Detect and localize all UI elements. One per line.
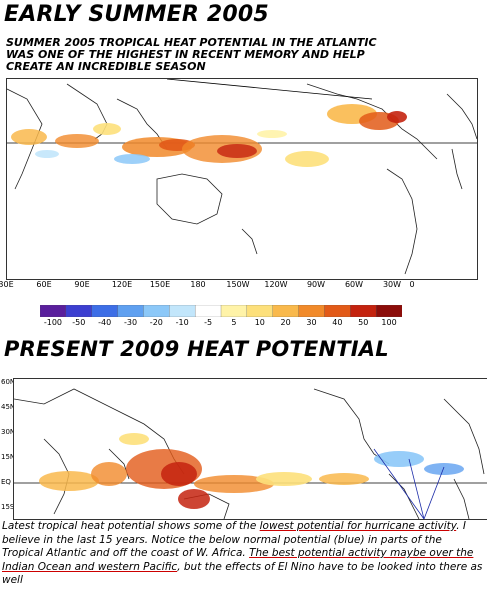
colorbar-label: -100 bbox=[43, 318, 62, 327]
note-part-underlined: The best potential activity maybe over t… bbox=[2, 547, 474, 573]
y-tick-label: 45N bbox=[1, 403, 16, 411]
colorbar-label: 40 bbox=[332, 318, 343, 327]
x-tick-label: 90E bbox=[74, 280, 90, 289]
colorbar-label: -5 bbox=[204, 318, 213, 327]
bottom-commentary: Latest tropical heat potential shows som… bbox=[2, 520, 485, 588]
note-part-underlined: lowest potential for hurricane activity bbox=[259, 520, 457, 532]
colorbar-swatch bbox=[246, 305, 274, 317]
colorbar-swatch bbox=[117, 305, 145, 317]
colorbar-swatch bbox=[65, 305, 93, 317]
x-tick-label: 180 bbox=[190, 280, 206, 289]
x-tick-label: 150E bbox=[149, 280, 171, 289]
x-tick-label: 150W bbox=[226, 280, 250, 289]
pointer-lines bbox=[373, 448, 445, 519]
colorbar-label: 5 bbox=[231, 318, 237, 327]
bottom-heat-potential-map bbox=[13, 378, 487, 520]
colorbar-label: -40 bbox=[98, 318, 112, 327]
bottom-map-graphic bbox=[14, 388, 487, 519]
colorbar-swatch bbox=[40, 305, 67, 317]
colorbar-swatch bbox=[375, 305, 402, 317]
colorbar-label: 30 bbox=[306, 318, 317, 327]
y-tick-label: 15N bbox=[1, 453, 16, 461]
colorbar-label: 20 bbox=[280, 318, 291, 327]
colorbar-swatch bbox=[220, 305, 248, 317]
colorbar-label: -50 bbox=[72, 318, 86, 327]
bottom-panel-title: PRESENT 2009 HEAT POTENTIAL bbox=[4, 337, 389, 361]
colorbar-labels: -100 -50 -40 -30 -20 -10 -5 5 10 20 30 40 50 100 bbox=[40, 318, 402, 330]
x-tick-label: 60E bbox=[36, 280, 52, 289]
colorbar-swatch bbox=[298, 305, 326, 317]
x-tick-label: 0 bbox=[409, 280, 415, 289]
top-map-x-axis: 30E 60E 90E 120E 150E 180 150W 120W 90W … bbox=[0, 280, 476, 292]
heat-potential-contours bbox=[11, 104, 407, 167]
x-tick-label: 90W bbox=[306, 280, 326, 289]
colorbar-label: -20 bbox=[149, 318, 163, 327]
colorbar-label: 10 bbox=[254, 318, 265, 327]
y-tick-label: EQ bbox=[1, 478, 11, 486]
note-part: Latest tropical heat potential shows som… bbox=[2, 520, 260, 532]
annotation-pointer bbox=[166, 79, 373, 100]
colorbar-swatch bbox=[169, 305, 196, 317]
colorbar-swatch bbox=[194, 305, 222, 317]
bottom-map-y-axis: 60N 45N 30N 15N EQ 15S bbox=[0, 378, 16, 518]
note-part: . I believe in the last 15 years. Notice… bbox=[2, 520, 466, 559]
coastlines bbox=[7, 83, 477, 275]
y-tick-label: 60N bbox=[1, 378, 16, 386]
top-panel-annotation: SUMMER 2005 TROPICAL HEAT POTENTIAL IN T… bbox=[6, 36, 377, 73]
colorbar-swatch bbox=[324, 305, 351, 317]
colorbar bbox=[40, 305, 402, 317]
note-part: , but the effects of El Nino have to be … bbox=[2, 560, 483, 587]
y-tick-label: 15S bbox=[1, 503, 15, 511]
top-panel-title: EARLY SUMMER 2005 bbox=[4, 2, 269, 27]
top-heat-potential-map bbox=[6, 78, 478, 280]
colorbar-label: 50 bbox=[358, 318, 369, 327]
x-tick-label: 120W bbox=[264, 280, 288, 289]
y-tick-label: 30N bbox=[1, 428, 16, 436]
colorbar-label: 100 bbox=[381, 318, 397, 327]
colorbar-swatch bbox=[272, 305, 300, 317]
x-tick-label: 60W bbox=[344, 280, 364, 289]
colorbar-swatch bbox=[91, 305, 119, 317]
heat-potential-contours bbox=[39, 433, 464, 509]
colorbar-label: -30 bbox=[123, 318, 138, 327]
colorbar-swatch bbox=[143, 305, 170, 317]
x-tick-label: 120E bbox=[111, 280, 133, 289]
colorbar-label: -10 bbox=[175, 318, 189, 327]
x-tick-label: 30E bbox=[0, 280, 14, 289]
x-tick-label: 30W bbox=[382, 280, 402, 289]
top-map-graphic bbox=[7, 79, 477, 275]
colorbar-swatch bbox=[350, 305, 377, 317]
